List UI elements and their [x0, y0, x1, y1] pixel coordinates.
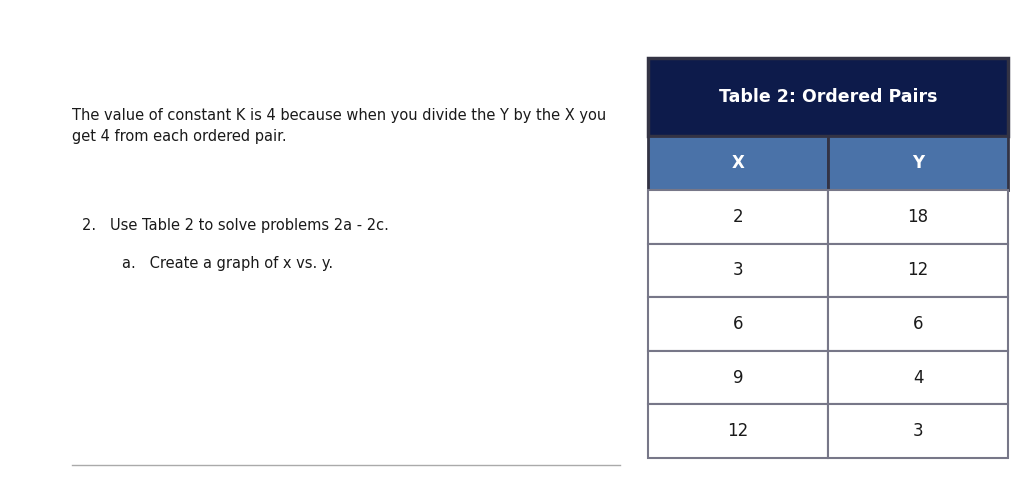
Text: 3: 3 — [913, 422, 924, 440]
Bar — [648, 351, 828, 404]
Text: 18: 18 — [907, 208, 929, 226]
Text: 6: 6 — [913, 315, 923, 333]
Text: get 4 from each ordered pair.: get 4 from each ordered pair. — [72, 129, 286, 144]
Text: 4: 4 — [913, 369, 923, 386]
Text: Table 2: Ordered Pairs: Table 2: Ordered Pairs — [719, 88, 937, 106]
Bar — [828, 351, 1008, 404]
Bar — [648, 58, 1008, 136]
Text: The value of constant K is 4 because when you divide the Y by the X you: The value of constant K is 4 because whe… — [72, 108, 607, 123]
Text: X: X — [731, 154, 745, 172]
Text: 2.   Use Table 2 to solve problems 2a - 2c.: 2. Use Table 2 to solve problems 2a - 2c… — [82, 218, 389, 233]
Bar — [648, 297, 828, 351]
Bar — [828, 244, 1008, 297]
Bar — [648, 244, 828, 297]
Bar — [828, 297, 1008, 351]
Text: 12: 12 — [727, 422, 749, 440]
Bar — [828, 136, 1008, 190]
Text: 2: 2 — [732, 208, 744, 226]
Bar — [828, 190, 1008, 244]
Text: 12: 12 — [907, 262, 929, 279]
Bar — [648, 136, 828, 190]
Bar — [828, 404, 1008, 458]
Text: 9: 9 — [732, 369, 744, 386]
Text: a.   Create a graph of x vs. y.: a. Create a graph of x vs. y. — [122, 256, 333, 271]
Text: 3: 3 — [732, 262, 744, 279]
Text: 6: 6 — [732, 315, 744, 333]
Text: Y: Y — [911, 154, 924, 172]
Bar — [648, 404, 828, 458]
Bar — [648, 190, 828, 244]
